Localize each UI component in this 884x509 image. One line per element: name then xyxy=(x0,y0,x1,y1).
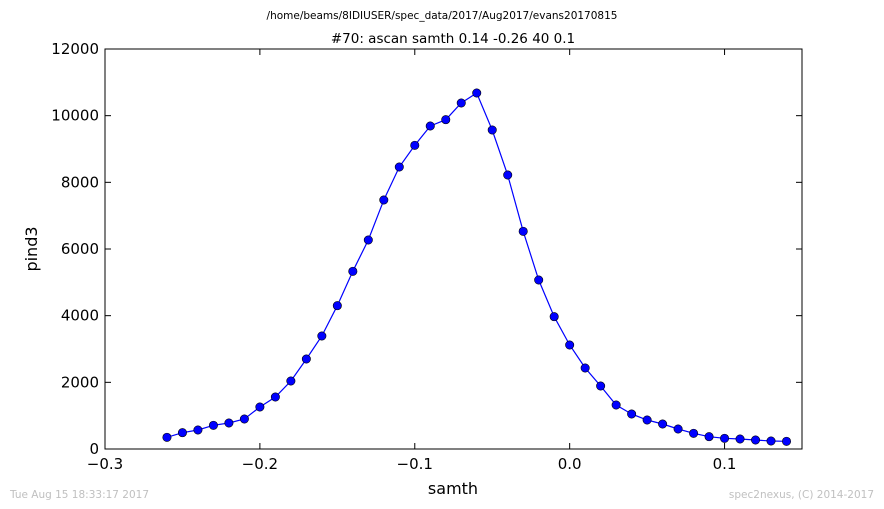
data-point xyxy=(611,400,621,410)
data-point xyxy=(286,376,296,386)
data-point xyxy=(472,88,482,98)
y-tick-label: 6000 xyxy=(61,240,99,258)
data-point xyxy=(193,425,203,435)
data-point xyxy=(565,340,575,350)
data-point xyxy=(363,235,373,245)
data-point xyxy=(348,266,358,276)
data-point xyxy=(627,409,637,419)
x-tick-labels: −0.3 −0.2 −0.1 0.0 0.1 xyxy=(87,455,737,473)
x-tick-label: 0.0 xyxy=(558,455,582,473)
data-point xyxy=(301,354,311,364)
data-point xyxy=(766,436,776,446)
footer-credit: spec2nexus, (C) 2014-2017 xyxy=(729,489,874,501)
x-axis-label: samth xyxy=(428,479,478,498)
footer-timestamp: Tue Aug 15 18:33:17 2017 xyxy=(9,489,149,501)
y-tick-label: 2000 xyxy=(61,373,99,391)
x-tick-label: 0.1 xyxy=(713,455,737,473)
data-point xyxy=(704,432,714,442)
data-point xyxy=(270,392,280,402)
y-tick-label: 10000 xyxy=(51,107,99,125)
data-point xyxy=(410,140,420,150)
data-point xyxy=(518,226,528,236)
data-point xyxy=(673,424,683,434)
x-tick-label: −0.2 xyxy=(242,455,278,473)
data-point xyxy=(239,414,249,424)
data-point xyxy=(425,121,435,131)
data-point xyxy=(782,436,792,446)
y-tick-label: 0 xyxy=(89,440,99,458)
data-point xyxy=(332,301,342,311)
data-point xyxy=(503,170,513,180)
data-point xyxy=(394,162,404,172)
data-point xyxy=(487,125,497,135)
chart-title: #70: ascan samth 0.14 -0.26 40 0.1 xyxy=(331,31,575,47)
figure-suptitle: /home/beams/8IDIUSER/spec_data/2017/Aug2… xyxy=(267,10,618,22)
data-point xyxy=(534,275,544,285)
data-point xyxy=(596,381,606,391)
x-tick-label: −0.3 xyxy=(87,455,123,473)
data-point xyxy=(255,402,265,412)
data-point xyxy=(317,331,327,341)
y-axis-label: pind3 xyxy=(22,226,41,271)
data-point xyxy=(177,428,187,438)
series-0 xyxy=(162,88,792,446)
series-markers xyxy=(162,88,792,446)
y-tick-label: 12000 xyxy=(51,40,99,58)
data-point xyxy=(441,115,451,125)
data-point xyxy=(735,434,745,444)
data-point xyxy=(549,312,559,322)
data-point xyxy=(689,428,699,438)
y-tick-label: 4000 xyxy=(61,307,99,325)
y-tick-label: 8000 xyxy=(61,173,99,191)
data-point xyxy=(224,418,234,428)
data-point xyxy=(751,435,761,445)
data-point xyxy=(642,415,652,425)
data-point xyxy=(580,363,590,373)
x-tick-label: −0.1 xyxy=(397,455,433,473)
plot-area xyxy=(105,49,802,449)
data-point xyxy=(720,433,730,443)
plot-frame xyxy=(104,48,803,450)
data-point xyxy=(162,432,172,442)
data-point xyxy=(208,420,218,430)
data-point xyxy=(658,419,668,429)
y-tick-labels: 0 2000 4000 6000 8000 10000 12000 xyxy=(51,40,99,458)
data-point xyxy=(456,98,466,108)
data-point xyxy=(379,195,389,205)
